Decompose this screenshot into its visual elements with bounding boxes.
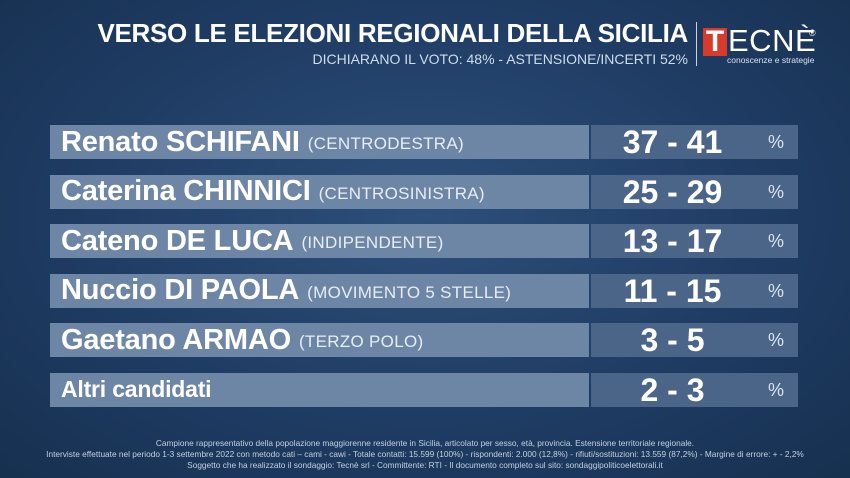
candidate-bar: Renato SCHIFANI (CENTRODESTRA) bbox=[50, 125, 589, 159]
range-value: 37 - 41 bbox=[622, 124, 723, 160]
tecne-logo: T ECNÈ ® conoscenze e strategie bbox=[703, 22, 833, 66]
candidate-name: Altri candidati bbox=[61, 376, 212, 402]
candidate-coalition: (CENTRODESTRA) bbox=[307, 134, 464, 153]
range-bar: 11 - 15% bbox=[591, 272, 798, 309]
candidate-coalition: (TERZO POLO) bbox=[298, 332, 424, 351]
range-value: 11 - 15 bbox=[623, 272, 722, 309]
range-bar: 13 - 17% bbox=[591, 224, 798, 258]
range-bar: 25 - 29% bbox=[591, 173, 798, 210]
range-bar: 2 - 3% bbox=[591, 371, 798, 408]
range-value: 25 - 29 bbox=[622, 173, 723, 210]
result-row: Nuccio DI PAOLA (MOVIMENTO 5 STELLE) 11 - … bbox=[50, 272, 798, 309]
percent-unit: % bbox=[767, 330, 784, 350]
page-title: VERSO LE ELEZIONI REGIONALI DELLA SICILI… bbox=[97, 18, 688, 48]
footer-line-sample: Campione rappresentativo della popolazio… bbox=[155, 438, 695, 448]
range-value: 3 - 5 bbox=[640, 322, 705, 358]
candidate-bar: Nuccio DI PAOLA (MOVIMENTO 5 STELLE) bbox=[50, 273, 589, 308]
candidate-bar: Gaetano ARMAO (TERZO POLO) bbox=[50, 323, 589, 357]
candidate-name: Caterina CHINNICI bbox=[61, 175, 311, 207]
candidate-name: Cateno DE LUCA bbox=[61, 224, 294, 257]
range-value: 2 - 3 bbox=[640, 371, 705, 408]
logo-tagline: conoscenze e strategie bbox=[727, 55, 815, 65]
results-table: Renato SCHIFANI (CENTRODESTRA) 37 - 41% Cat… bbox=[50, 125, 798, 422]
candidate-bar: Altri candidati bbox=[50, 372, 589, 407]
result-row: Caterina CHINNICI (CENTROSINISTRA) 25 - 29… bbox=[50, 173, 798, 210]
percent-unit: % bbox=[767, 132, 784, 152]
candidate-bar: Caterina CHINNICI (CENTROSINISTRA) bbox=[50, 174, 589, 209]
percent-unit: % bbox=[767, 181, 784, 202]
logo-initial: T bbox=[703, 27, 727, 57]
percent-unit: % bbox=[767, 379, 784, 400]
logo-registered-mark: ® bbox=[809, 28, 816, 38]
page-subtitle: DICHIARANO IL VOTO: 48% - ASTENSIONE/INC… bbox=[312, 51, 688, 67]
candidate-bar: Cateno DE LUCA (INDIPENDENTE) bbox=[50, 224, 589, 258]
range-bar: 37 - 41% bbox=[591, 125, 798, 159]
result-row: Gaetano ARMAO (TERZO POLO) 3 - 5% bbox=[50, 323, 798, 357]
footer-line-interviews: Interviste effettuate nel periodo 1-3 se… bbox=[46, 449, 804, 459]
range-bar: 3 - 5% bbox=[591, 323, 798, 357]
candidate-coalition: (INDIPENDENTE) bbox=[301, 233, 444, 252]
candidate-name: Renato SCHIFANI bbox=[61, 125, 300, 158]
result-row: Altri candidati 2 - 3% bbox=[50, 371, 798, 408]
logo-wordmark: ECNÈ bbox=[728, 23, 817, 58]
result-row: Renato SCHIFANI (CENTRODESTRA) 37 - 41% bbox=[50, 125, 798, 159]
header: VERSO LE ELEZIONI REGIONALI DELLA SICILI… bbox=[0, 18, 688, 68]
candidate-name: Nuccio DI PAOLA bbox=[61, 274, 300, 306]
logo-divider bbox=[696, 22, 697, 66]
footer-line-credits: Soggetto che ha realizzato il sondaggio:… bbox=[187, 460, 663, 470]
result-row: Cateno DE LUCA (INDIPENDENTE) 13 - 17% bbox=[50, 224, 798, 258]
candidate-name: Gaetano ARMAO bbox=[61, 323, 291, 356]
percent-unit: % bbox=[767, 231, 784, 251]
percent-unit: % bbox=[767, 280, 784, 301]
candidate-coalition: (CENTROSINISTRA) bbox=[318, 183, 485, 203]
candidate-coalition: (MOVIMENTO 5 STELLE) bbox=[307, 282, 512, 302]
methodology-footer: Campione rappresentativo della popolazio… bbox=[0, 438, 850, 471]
range-value: 13 - 17 bbox=[622, 223, 723, 259]
